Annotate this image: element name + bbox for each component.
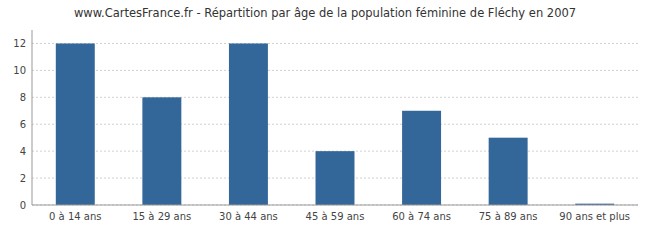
y-tick-label: 2	[20, 173, 26, 184]
chart: www.CartesFrance.fr - Répartition par âg…	[0, 0, 650, 229]
y-axis-line	[32, 30, 33, 205]
grid-line	[32, 43, 638, 44]
chart-container: www.CartesFrance.fr - Répartition par âg…	[0, 0, 650, 229]
bar	[56, 43, 95, 205]
grid-line	[32, 124, 638, 125]
bar	[142, 97, 181, 205]
grid-line	[32, 70, 638, 71]
x-tick-label: 15 à 29 ans	[132, 211, 191, 222]
bars	[56, 43, 614, 205]
y-tick-label: 0	[20, 200, 26, 211]
y-tick-label: 12	[13, 38, 26, 49]
bar	[489, 138, 528, 205]
bar	[402, 111, 441, 205]
page: {"chart_data": {"type": "bar", "title": …	[0, 0, 650, 229]
x-tick-label: 0 à 14 ans	[49, 211, 101, 222]
x-axis-line	[32, 205, 638, 206]
x-tick-label: 45 à 59 ans	[306, 211, 365, 222]
y-tick-label: 6	[20, 119, 26, 130]
grid-line	[32, 205, 638, 206]
bar	[316, 151, 355, 205]
y-tick-label: 8	[20, 92, 26, 103]
x-tick-label: 90 ans et plus	[559, 211, 630, 222]
x-tick-label: 75 à 89 ans	[479, 211, 538, 222]
title: www.CartesFrance.fr - Répartition par âg…	[74, 6, 576, 20]
bar	[229, 43, 268, 205]
grid-line	[32, 97, 638, 98]
y-tick-label: 4	[20, 146, 26, 157]
grid	[32, 43, 638, 205]
x-tick-label: 30 à 44 ans	[219, 211, 278, 222]
x-tick-label: 60 à 74 ans	[392, 211, 451, 222]
y-tick-label: 10	[13, 65, 26, 76]
